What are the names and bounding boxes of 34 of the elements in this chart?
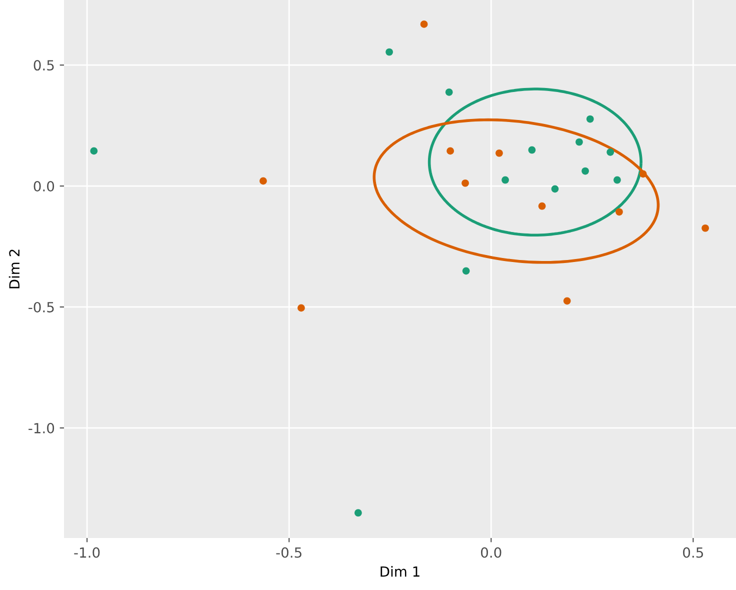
point <box>606 148 614 156</box>
x-tick-label: -1.0 <box>74 547 100 558</box>
point <box>386 48 393 56</box>
point <box>502 176 509 184</box>
point <box>446 147 454 155</box>
x-axis-title: Dim 1 <box>380 566 420 577</box>
point <box>702 224 709 232</box>
point <box>260 177 267 185</box>
point <box>462 267 470 275</box>
y-tick-label: -1.0 <box>28 422 54 434</box>
point <box>551 185 559 193</box>
y-tick-label: 0.0 <box>34 180 54 192</box>
point <box>90 147 98 155</box>
point <box>616 208 623 216</box>
x-tick-label: 0.0 <box>480 547 502 558</box>
point <box>538 202 546 210</box>
point <box>445 88 453 96</box>
x-tick-label: 0.5 <box>683 547 703 558</box>
point <box>586 115 594 123</box>
point <box>582 167 589 175</box>
y-tick-label: 0.5 <box>34 60 54 71</box>
point <box>528 146 536 154</box>
point <box>462 179 469 187</box>
point <box>496 149 503 157</box>
point <box>298 304 305 312</box>
x-tick-label: -0.5 <box>276 547 302 558</box>
point <box>420 20 428 28</box>
point <box>614 176 621 184</box>
point <box>354 509 362 517</box>
y-axis-title: Dim 2 <box>8 250 20 288</box>
point <box>576 138 583 146</box>
y-tick-label: -0.5 <box>28 302 54 312</box>
point <box>639 170 647 178</box>
point <box>563 297 571 305</box>
